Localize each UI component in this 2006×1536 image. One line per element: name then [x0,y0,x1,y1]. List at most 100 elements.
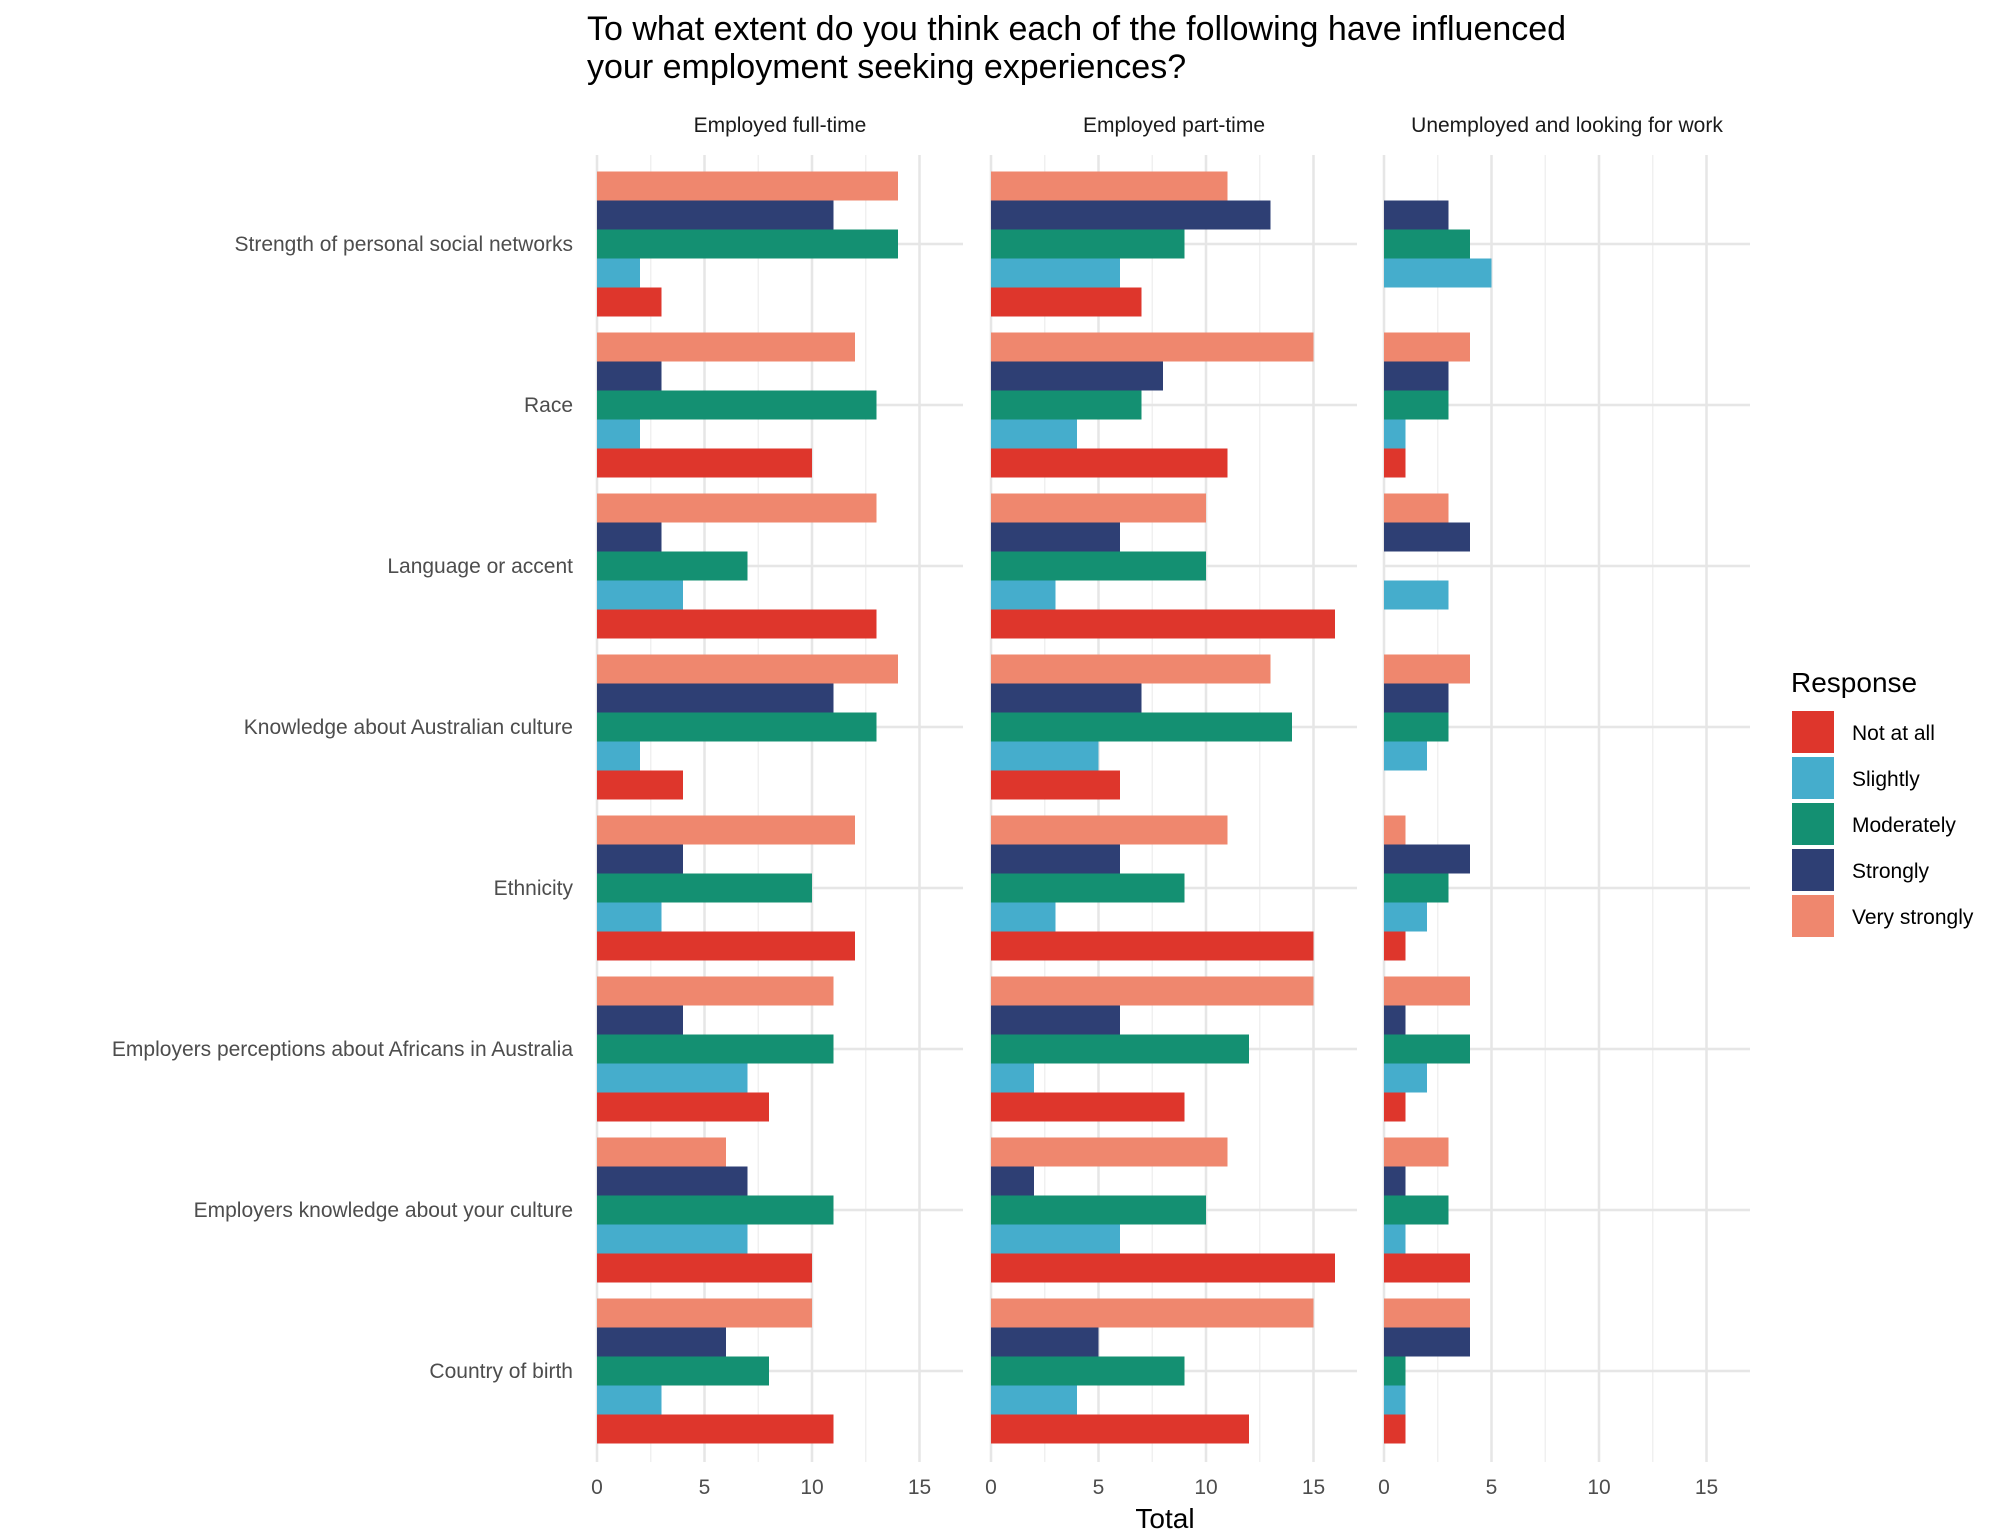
y-tick-label-language-or-accent: Language or accent [387,555,573,578]
bar-employed-full-time-language-or-accent-slightly [597,580,683,610]
bar-employed-part-time-ethnicity-very-strongly [991,815,1228,845]
bar-unemployed-and-looking-for-work-employers-knowledge-about-your-culture-strongly [1384,1166,1406,1196]
bar-employed-part-time-knowledge-about-australian-culture-very-strongly [991,654,1271,684]
bar-employed-part-time-ethnicity-slightly [991,902,1056,932]
bar-unemployed-and-looking-for-work-employers-knowledge-about-your-culture-very-strongly [1384,1137,1449,1167]
bar-unemployed-and-looking-for-work-employers-perceptions-about-africans-in-australia-very-strongly [1384,976,1470,1006]
x-tick-label-employed-part-time-15: 15 [1302,1476,1325,1499]
bar-employed-full-time-country-of-birth-very-strongly [597,1298,812,1328]
chart-title-line-2: your employment seeking experiences? [587,48,1186,86]
bar-employed-part-time-employers-knowledge-about-your-culture-moderately [991,1195,1206,1225]
bar-unemployed-and-looking-for-work-ethnicity-not-at-all [1384,931,1406,961]
bar-employed-full-time-knowledge-about-australian-culture-very-strongly [597,654,898,684]
bar-employed-part-time-strength-of-personal-social-networks-not-at-all [991,287,1142,317]
legend-swatch-not-at-all [1792,711,1834,753]
bar-employed-full-time-race-strongly [597,361,662,391]
x-tick-label-employed-full-time-0: 0 [591,1476,603,1499]
bar-unemployed-and-looking-for-work-strength-of-personal-social-networks-slightly [1384,258,1492,288]
bar-unemployed-and-looking-for-work-ethnicity-moderately [1384,873,1449,903]
y-tick-label-employers-knowledge-about-your-culture: Employers knowledge about your culture [194,1199,573,1222]
bar-employed-part-time-race-slightly [991,419,1077,449]
bar-employed-part-time-race-not-at-all [991,448,1228,478]
bar-unemployed-and-looking-for-work-race-moderately [1384,390,1449,420]
bar-employed-part-time-employers-knowledge-about-your-culture-strongly [991,1166,1034,1196]
bar-unemployed-and-looking-for-work-ethnicity-strongly [1384,844,1470,874]
bar-employed-part-time-language-or-accent-slightly [991,580,1056,610]
bar-unemployed-and-looking-for-work-ethnicity-slightly [1384,902,1427,932]
bar-employed-full-time-ethnicity-moderately [597,873,812,903]
bar-unemployed-and-looking-for-work-country-of-birth-slightly [1384,1385,1406,1415]
x-tick-label-employed-full-time-15: 15 [908,1476,931,1499]
bar-employed-part-time-ethnicity-not-at-all [991,931,1314,961]
legend-label-slightly: Slightly [1852,768,1920,791]
bar-employed-full-time-knowledge-about-australian-culture-strongly [597,683,834,713]
bar-employed-part-time-country-of-birth-slightly [991,1385,1077,1415]
x-tick-label-employed-full-time-5: 5 [699,1476,711,1499]
bar-employed-part-time-country-of-birth-not-at-all [991,1414,1249,1444]
legend-swatch-slightly [1792,757,1834,799]
bar-unemployed-and-looking-for-work-employers-knowledge-about-your-culture-moderately [1384,1195,1449,1225]
bar-unemployed-and-looking-for-work-country-of-birth-very-strongly [1384,1298,1470,1328]
bar-employed-full-time-employers-knowledge-about-your-culture-strongly [597,1166,748,1196]
bar-unemployed-and-looking-for-work-race-slightly [1384,419,1406,449]
bar-employed-part-time-language-or-accent-strongly [991,522,1120,552]
bar-unemployed-and-looking-for-work-ethnicity-very-strongly [1384,815,1406,845]
y-tick-label-ethnicity: Ethnicity [494,877,574,900]
bar-employed-full-time-strength-of-personal-social-networks-very-strongly [597,171,898,201]
facet-strip-employed-full-time: Employed full-time [694,114,867,137]
y-tick-label-employers-perceptions-about-africans-in-australia: Employers perceptions about Africans in … [112,1038,573,1061]
bar-employed-part-time-ethnicity-moderately [991,873,1185,903]
facet-strip-unemployed-and-looking-for-work: Unemployed and looking for work [1411,114,1723,137]
bar-employed-part-time-race-very-strongly [991,332,1314,362]
y-tick-label-race: Race [524,394,573,417]
bar-unemployed-and-looking-for-work-employers-perceptions-about-africans-in-australia-slightly [1384,1063,1427,1093]
bar-unemployed-and-looking-for-work-knowledge-about-australian-culture-strongly [1384,683,1449,713]
legend-title: Response [1791,667,1917,698]
bar-unemployed-and-looking-for-work-country-of-birth-not-at-all [1384,1414,1406,1444]
x-tick-label-employed-part-time-5: 5 [1093,1476,1105,1499]
legend-swatch-moderately [1792,803,1834,845]
bar-employed-part-time-employers-knowledge-about-your-culture-very-strongly [991,1137,1228,1167]
bar-unemployed-and-looking-for-work-strength-of-personal-social-networks-strongly [1384,200,1449,230]
y-tick-label-country-of-birth: Country of birth [429,1360,573,1383]
x-tick-label-employed-part-time-10: 10 [1194,1476,1217,1499]
bar-employed-full-time-knowledge-about-australian-culture-not-at-all [597,770,683,800]
legend-swatch-strongly [1792,849,1834,891]
bar-employed-full-time-employers-knowledge-about-your-culture-moderately [597,1195,834,1225]
bar-unemployed-and-looking-for-work-knowledge-about-australian-culture-very-strongly [1384,654,1470,684]
bar-employed-part-time-country-of-birth-strongly [991,1327,1099,1357]
legend-label-moderately: Moderately [1852,814,1956,837]
bar-employed-full-time-race-not-at-all [597,448,812,478]
bar-unemployed-and-looking-for-work-country-of-birth-moderately [1384,1356,1406,1386]
bar-employed-part-time-knowledge-about-australian-culture-strongly [991,683,1142,713]
bar-employed-full-time-country-of-birth-not-at-all [597,1414,834,1444]
bar-employed-full-time-race-slightly [597,419,640,449]
bar-employed-full-time-ethnicity-very-strongly [597,815,855,845]
legend-label-very-strongly: Very strongly [1852,906,1974,929]
bar-employed-full-time-language-or-accent-moderately [597,551,748,581]
bar-employed-full-time-knowledge-about-australian-culture-moderately [597,712,877,742]
bar-employed-part-time-strength-of-personal-social-networks-strongly [991,200,1271,230]
chart-title-line-1: To what extent do you think each of the … [587,10,1566,48]
bar-employed-part-time-employers-perceptions-about-africans-in-australia-moderately [991,1034,1249,1064]
bar-employed-part-time-language-or-accent-moderately [991,551,1206,581]
bar-unemployed-and-looking-for-work-race-not-at-all [1384,448,1406,478]
bar-unemployed-and-looking-for-work-knowledge-about-australian-culture-moderately [1384,712,1449,742]
bar-employed-full-time-strength-of-personal-social-networks-not-at-all [597,287,662,317]
legend-label-not-at-all: Not at all [1852,722,1935,745]
bar-employed-full-time-race-moderately [597,390,877,420]
bar-employed-full-time-language-or-accent-strongly [597,522,662,552]
x-tick-label-employed-part-time-0: 0 [985,1476,997,1499]
bar-employed-part-time-employers-perceptions-about-africans-in-australia-very-strongly [991,976,1314,1006]
bar-unemployed-and-looking-for-work-country-of-birth-strongly [1384,1327,1470,1357]
x-tick-label-unemployed-and-looking-for-work-5: 5 [1486,1476,1498,1499]
bar-employed-part-time-knowledge-about-australian-culture-moderately [991,712,1292,742]
bar-employed-part-time-employers-knowledge-about-your-culture-not-at-all [991,1253,1335,1283]
bar-employed-full-time-employers-knowledge-about-your-culture-very-strongly [597,1137,726,1167]
y-tick-label-knowledge-about-australian-culture: Knowledge about Australian culture [244,716,573,739]
bar-employed-part-time-employers-perceptions-about-africans-in-australia-not-at-all [991,1092,1185,1122]
y-tick-label-strength-of-personal-social-networks: Strength of personal social networks [234,233,573,256]
bar-employed-full-time-employers-perceptions-about-africans-in-australia-moderately [597,1034,834,1064]
